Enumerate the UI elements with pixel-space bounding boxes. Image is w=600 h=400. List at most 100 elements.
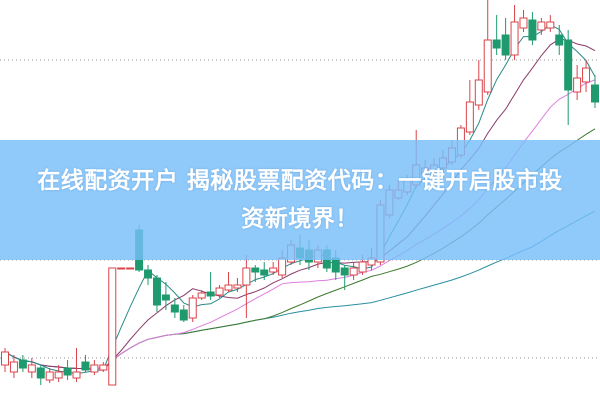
- candle-body: [546, 21, 555, 29]
- candle-body: [224, 284, 233, 291]
- headline-line-1: 在线配资开户 揭秘股票配资代码：一键开启股市投: [37, 168, 563, 194]
- candle: [260, 262, 269, 280]
- candle-body: [45, 371, 54, 381]
- candle-body: [260, 269, 269, 276]
- candle-body: [331, 257, 340, 273]
- candle-body: [501, 34, 510, 56]
- candle-body: [161, 294, 170, 301]
- candle: [161, 282, 170, 310]
- headline-line-2: 资新境界！: [241, 206, 359, 232]
- candle: [81, 355, 90, 372]
- candle-body: [269, 267, 278, 273]
- candle: [9, 355, 18, 378]
- candle-body: [179, 309, 188, 321]
- candle: [269, 262, 278, 275]
- candle: [492, 15, 501, 55]
- candle-body: [54, 371, 63, 379]
- candle: [233, 278, 242, 292]
- candle: [465, 80, 474, 135]
- candle: [126, 267, 135, 270]
- candle: [144, 265, 153, 285]
- candle: [152, 275, 161, 312]
- candle-body: [63, 367, 72, 376]
- candle-body: [251, 267, 260, 273]
- candle: [537, 18, 546, 35]
- candle-body: [206, 291, 215, 297]
- candle-body: [582, 67, 591, 83]
- candle: [54, 365, 63, 382]
- candle-body: [555, 34, 564, 46]
- candle-body: [340, 267, 349, 276]
- candle-body: [27, 364, 36, 373]
- candle-body: [188, 297, 197, 319]
- candle-body: [215, 287, 224, 296]
- candle: [63, 360, 72, 380]
- candle: [117, 267, 126, 270]
- candle: [251, 265, 260, 282]
- candle: [170, 298, 179, 318]
- candle: [340, 265, 349, 290]
- candle: [591, 75, 599, 108]
- candle-body: [358, 261, 367, 273]
- candle: [528, 12, 537, 45]
- candle-body: [170, 304, 179, 313]
- candle-body: [1, 351, 9, 366]
- candle: [197, 290, 206, 300]
- candle-body: [591, 84, 599, 103]
- candle-body: [144, 269, 153, 279]
- candle: [45, 368, 54, 383]
- candle-body: [126, 267, 135, 270]
- candle-body: [349, 267, 358, 276]
- candle: [501, 18, 510, 60]
- candle: [242, 255, 251, 318]
- candle-body: [474, 79, 483, 106]
- candle-body: [528, 19, 537, 41]
- candle-body: [465, 101, 474, 133]
- candle: [510, 5, 519, 60]
- candle-body: [117, 267, 126, 270]
- candle-body: [81, 361, 90, 371]
- candle: [483, 0, 492, 95]
- candle: [206, 272, 215, 300]
- candle: [179, 305, 188, 322]
- candle-body: [72, 371, 81, 379]
- candle: [1, 348, 9, 372]
- candle: [555, 25, 564, 55]
- candle: [108, 267, 117, 386]
- candle: [27, 358, 36, 378]
- candle-body: [9, 361, 18, 373]
- candle-body: [90, 364, 99, 373]
- candle: [519, 10, 528, 32]
- candle-body: [36, 367, 45, 379]
- candle: [18, 355, 27, 372]
- candle: [582, 60, 591, 92]
- candle-body: [152, 277, 161, 306]
- candle: [224, 272, 233, 292]
- candle-body: [278, 257, 287, 276]
- candle: [573, 65, 582, 100]
- candle-body: [233, 284, 242, 289]
- candle-body: [483, 39, 492, 93]
- candle: [546, 15, 555, 32]
- candle: [474, 60, 483, 110]
- candle-body: [197, 292, 206, 299]
- candle: [349, 262, 358, 280]
- candle-body: [242, 267, 251, 286]
- candle: [215, 285, 224, 298]
- candle-body: [573, 77, 582, 93]
- candle-body: [564, 39, 573, 91]
- candle: [188, 295, 197, 322]
- candle-body: [519, 17, 528, 29]
- candle: [72, 348, 81, 382]
- candle: [99, 362, 108, 372]
- candle: [36, 365, 45, 385]
- candle: [564, 30, 573, 125]
- candle-body: [18, 359, 27, 369]
- candle-body: [99, 364, 108, 371]
- candle-body: [537, 21, 546, 31]
- candle-body: [108, 267, 117, 386]
- candle-body: [510, 21, 519, 56]
- headline-banner: 在线配资开户 揭秘股票配资代码：一键开启股市投 资新境界！: [0, 140, 600, 260]
- candle-body: [492, 39, 501, 49]
- candle: [90, 360, 99, 375]
